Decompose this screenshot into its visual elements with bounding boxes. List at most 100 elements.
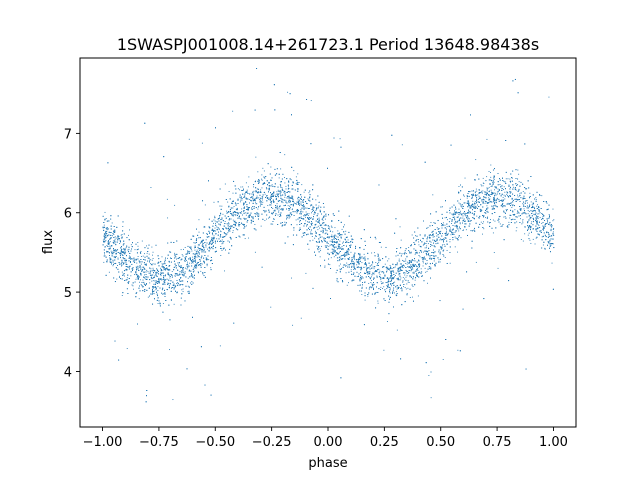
data-point xyxy=(297,197,299,199)
data-point xyxy=(482,185,484,187)
data-point xyxy=(224,183,226,185)
data-point xyxy=(333,256,335,258)
data-point xyxy=(421,257,423,259)
data-point xyxy=(264,210,266,212)
data-point xyxy=(364,263,366,264)
data-point xyxy=(311,224,313,226)
data-point xyxy=(201,248,203,250)
data-point xyxy=(497,188,499,190)
data-point xyxy=(288,186,289,188)
data-point xyxy=(360,284,362,286)
data-point xyxy=(130,244,132,246)
data-point xyxy=(288,202,290,204)
data-point xyxy=(519,193,521,195)
data-point xyxy=(241,199,243,201)
data-point xyxy=(401,286,402,288)
data-point xyxy=(104,255,106,257)
data-point xyxy=(545,225,547,227)
data-point xyxy=(214,215,216,217)
data-point xyxy=(357,266,359,268)
data-point xyxy=(462,213,464,215)
data-point xyxy=(347,264,349,266)
data-point xyxy=(108,234,110,236)
data-point xyxy=(496,191,498,193)
data-point xyxy=(256,188,258,190)
data-point xyxy=(120,234,122,236)
data-point xyxy=(551,262,553,264)
data-point xyxy=(202,273,204,275)
data-point xyxy=(262,196,264,198)
data-point xyxy=(328,245,330,247)
data-point xyxy=(345,265,347,267)
data-point xyxy=(257,218,259,220)
data-point xyxy=(256,190,257,192)
data-point xyxy=(150,264,152,265)
data-point xyxy=(197,254,198,256)
data-point xyxy=(198,237,200,239)
data-point xyxy=(523,208,525,210)
data-point xyxy=(109,241,111,243)
data-point xyxy=(385,267,387,269)
data-point xyxy=(518,181,520,183)
data-point xyxy=(195,258,196,260)
data-point xyxy=(480,221,482,223)
data-point xyxy=(552,232,554,234)
data-point xyxy=(220,230,221,232)
data-point xyxy=(245,198,247,200)
data-point xyxy=(408,250,410,252)
data-point xyxy=(455,231,457,233)
data-point xyxy=(151,280,153,282)
data-point xyxy=(424,267,426,269)
data-point xyxy=(336,241,338,243)
data-point xyxy=(419,252,420,254)
data-point xyxy=(324,245,326,247)
data-point xyxy=(239,218,241,220)
data-point xyxy=(415,235,416,237)
data-point xyxy=(347,259,349,260)
data-point xyxy=(143,266,145,268)
data-point xyxy=(187,291,189,293)
data-point xyxy=(239,189,241,191)
data-point xyxy=(306,213,308,215)
data-point xyxy=(509,203,511,204)
data-point xyxy=(407,280,409,281)
data-point xyxy=(538,213,540,215)
data-point xyxy=(316,226,318,228)
data-point xyxy=(220,246,222,247)
data-point xyxy=(526,188,528,190)
data-point xyxy=(152,267,154,269)
data-point xyxy=(347,258,349,259)
data-point xyxy=(407,266,409,268)
data-point xyxy=(431,244,433,246)
data-point xyxy=(112,250,114,252)
data-point xyxy=(319,248,321,250)
data-point xyxy=(279,192,281,194)
data-point xyxy=(161,256,163,258)
data-point xyxy=(280,190,282,192)
data-point xyxy=(386,321,388,323)
data-point xyxy=(507,209,508,211)
data-point xyxy=(387,278,389,280)
data-point xyxy=(122,225,124,227)
data-point xyxy=(147,257,149,259)
data-point xyxy=(456,221,458,223)
data-point xyxy=(412,272,414,274)
data-point xyxy=(283,199,285,201)
data-point xyxy=(285,222,287,223)
data-point xyxy=(482,201,484,203)
data-point xyxy=(229,230,231,232)
data-point xyxy=(310,100,312,102)
data-point xyxy=(104,253,105,255)
data-point xyxy=(325,213,327,215)
data-point xyxy=(398,274,400,276)
data-point xyxy=(463,218,465,220)
data-point xyxy=(277,189,279,191)
data-point xyxy=(160,273,162,275)
data-point xyxy=(219,345,221,347)
data-point xyxy=(480,190,482,192)
data-point xyxy=(462,217,464,219)
data-point xyxy=(182,288,184,290)
data-point xyxy=(253,190,255,192)
data-point xyxy=(254,224,256,225)
data-point xyxy=(249,217,250,218)
